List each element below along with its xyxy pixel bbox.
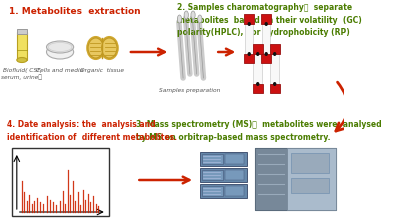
Bar [17, 32, 27, 60]
Bar [200, 168, 247, 182]
Text: 1. Metabolites  extraction: 1. Metabolites extraction [9, 7, 141, 16]
Ellipse shape [273, 82, 276, 86]
Bar [226, 186, 244, 196]
Ellipse shape [46, 45, 74, 59]
Ellipse shape [191, 11, 195, 19]
Text: 2. Samples charomatography：  separate
metabolites  based on their volatility  (G: 2. Samples charomatography： separate met… [177, 3, 362, 37]
Bar [270, 44, 280, 54]
Ellipse shape [264, 52, 268, 56]
Bar [270, 84, 280, 93]
Bar [200, 184, 247, 198]
Ellipse shape [264, 22, 268, 26]
Ellipse shape [273, 52, 276, 56]
Ellipse shape [102, 38, 117, 58]
Text: Biofluid( CSF,
serum, urine）: Biofluid( CSF, serum, urine） [2, 68, 42, 80]
Bar [291, 178, 329, 193]
Bar [244, 14, 254, 24]
Bar [253, 44, 263, 54]
Text: 3. Mass spectrometry (MS)：  metabolites were  analysed
by MS on orbitrap-based m: 3. Mass spectrometry (MS)： metabolites w… [136, 120, 382, 142]
Ellipse shape [248, 52, 251, 56]
Bar [202, 170, 223, 180]
Ellipse shape [248, 22, 251, 26]
Bar [226, 170, 244, 180]
FancyArrowPatch shape [336, 82, 348, 131]
Bar [245, 24, 254, 54]
Bar [12, 148, 109, 216]
Bar [261, 54, 271, 63]
Ellipse shape [46, 41, 74, 53]
Bar [254, 54, 262, 84]
Bar [226, 154, 244, 164]
Ellipse shape [256, 52, 260, 56]
Bar [17, 29, 27, 34]
Bar [200, 152, 247, 166]
Bar [253, 84, 263, 93]
Bar [261, 14, 271, 24]
Text: 4. Date analysis: the  analysis and
identification of  different metabolites.: 4. Date analysis: the analysis and ident… [7, 120, 177, 142]
Bar [270, 54, 279, 84]
Text: Cells and media: Cells and media [36, 68, 84, 73]
Ellipse shape [198, 15, 202, 23]
Bar [202, 154, 223, 164]
Ellipse shape [184, 11, 188, 19]
Ellipse shape [256, 82, 260, 86]
Text: Organic  tissue: Organic tissue [80, 68, 124, 73]
Ellipse shape [88, 38, 103, 58]
Bar [255, 148, 288, 210]
Bar [255, 148, 336, 210]
Bar [262, 24, 270, 54]
Bar [291, 153, 329, 173]
Bar [244, 54, 254, 63]
Bar [202, 186, 223, 196]
Bar [288, 148, 336, 210]
Text: Samples preparation: Samples preparation [159, 88, 220, 93]
Ellipse shape [17, 58, 27, 62]
Ellipse shape [177, 15, 182, 23]
